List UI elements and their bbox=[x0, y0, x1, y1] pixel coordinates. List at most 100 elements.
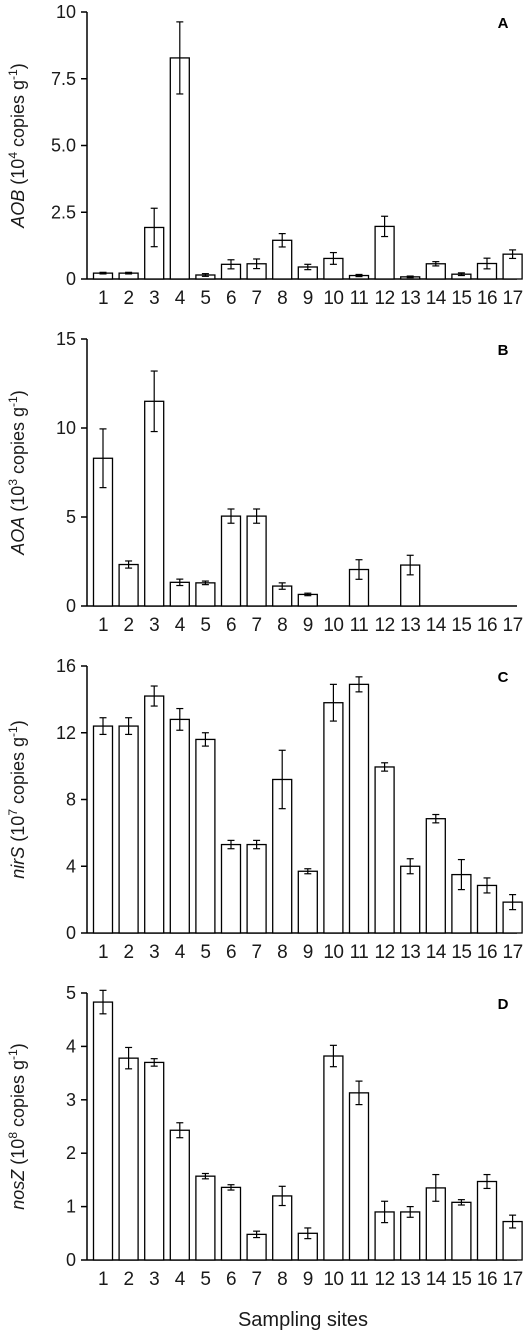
x-tick-label: 12 bbox=[375, 288, 395, 309]
y-axis-label-part: ) bbox=[8, 1043, 28, 1049]
error-bar bbox=[432, 261, 440, 267]
error-bar bbox=[201, 273, 209, 277]
error-bar bbox=[355, 559, 363, 580]
error-bar bbox=[125, 1046, 133, 1070]
bar bbox=[400, 865, 421, 934]
x-tick-label: 8 bbox=[277, 942, 287, 963]
bar bbox=[246, 843, 267, 934]
error-bar bbox=[99, 717, 107, 736]
error-bar bbox=[304, 1227, 312, 1240]
bar bbox=[476, 1180, 498, 1261]
error-bar bbox=[201, 732, 209, 747]
y-axis-label-part: 8 bbox=[6, 1132, 20, 1139]
y-tick-label: 4 bbox=[66, 856, 76, 876]
x-tick-label: 15 bbox=[451, 288, 471, 309]
y-axis-label-part: -1 bbox=[6, 396, 20, 407]
bar bbox=[451, 1201, 472, 1261]
x-tick-label: 11 bbox=[350, 288, 369, 309]
x-tick-label: 1 bbox=[98, 288, 108, 309]
y-axis-label-part: (10 bbox=[8, 159, 28, 190]
bar bbox=[297, 870, 318, 934]
x-tick-label: 3 bbox=[149, 615, 159, 636]
x-tick-label: 14 bbox=[426, 1269, 447, 1290]
x-tick-label: 3 bbox=[149, 942, 159, 963]
error-bar bbox=[329, 1044, 337, 1068]
x-tick-label: 2 bbox=[124, 1269, 134, 1290]
x-tick-label: 17 bbox=[503, 1269, 523, 1290]
x-tick-label: 12 bbox=[375, 942, 395, 963]
y-tick-label: 5.0 bbox=[51, 136, 76, 156]
error-bar bbox=[483, 877, 491, 894]
x-tick-label: 1 bbox=[98, 1269, 108, 1290]
x-tick-label: 10 bbox=[323, 942, 343, 963]
y-axis-label-part: (10 bbox=[8, 1139, 28, 1170]
error-bar bbox=[227, 508, 235, 524]
error-bar bbox=[201, 1172, 209, 1180]
bar bbox=[220, 843, 242, 934]
bar bbox=[400, 1211, 421, 1261]
error-bar bbox=[304, 868, 312, 875]
x-tick-label: 8 bbox=[277, 615, 287, 636]
bar bbox=[169, 718, 190, 934]
bar bbox=[323, 1055, 344, 1261]
error-bar bbox=[406, 858, 414, 875]
panel-label: D bbox=[498, 996, 509, 1013]
panel-label: C bbox=[498, 669, 509, 686]
y-tick-label: 0 bbox=[66, 596, 76, 616]
x-tick-label: 2 bbox=[124, 942, 134, 963]
error-bar bbox=[253, 508, 261, 524]
y-axis-label-part: AOB bbox=[8, 190, 28, 229]
x-tick-label: 2 bbox=[124, 288, 134, 309]
x-tick-label: 6 bbox=[226, 288, 236, 309]
y-axis-label-part: ) bbox=[8, 63, 28, 69]
y-tick-label: 0 bbox=[66, 269, 76, 289]
error-bar bbox=[125, 271, 133, 275]
error-bar bbox=[150, 1058, 158, 1067]
x-tick-label: 13 bbox=[400, 1269, 420, 1290]
error-bar bbox=[150, 370, 158, 433]
x-tick-label: 15 bbox=[451, 942, 471, 963]
error-bar bbox=[406, 554, 414, 576]
y-tick-label: 0 bbox=[66, 923, 76, 943]
error-bar bbox=[176, 21, 184, 95]
bar bbox=[323, 702, 344, 934]
error-bar bbox=[125, 717, 133, 736]
error-bar bbox=[483, 257, 491, 270]
bar bbox=[220, 515, 242, 607]
x-tick-label: 10 bbox=[323, 288, 343, 309]
y-tick-label: 3 bbox=[66, 1090, 76, 1110]
x-tick-label: 11 bbox=[350, 942, 369, 963]
y-axis-label-part: 4 bbox=[6, 152, 20, 159]
bar bbox=[92, 725, 114, 934]
bar bbox=[144, 695, 165, 934]
x-tick-label: 11 bbox=[350, 615, 369, 636]
y-tick-label: 15 bbox=[56, 329, 76, 349]
x-tick-label: 16 bbox=[477, 942, 497, 963]
y-axis-label: nirS (107 copies g-1) bbox=[6, 720, 28, 878]
x-tick-label: 3 bbox=[149, 288, 159, 309]
x-tick-label: 11 bbox=[350, 1269, 369, 1290]
error-bar bbox=[253, 1230, 261, 1239]
bar bbox=[195, 582, 216, 607]
x-tick-label: 3 bbox=[149, 1269, 159, 1290]
y-axis-label-part: -1 bbox=[6, 726, 20, 737]
y-tick-label: 0 bbox=[66, 1250, 76, 1270]
x-tick-label: 13 bbox=[400, 942, 420, 963]
error-bar bbox=[201, 580, 209, 586]
y-axis-label-part: nirS bbox=[8, 847, 28, 879]
error-bar bbox=[406, 275, 414, 279]
bar bbox=[118, 1057, 139, 1261]
y-axis-label-part: nosZ bbox=[8, 1169, 28, 1210]
y-tick-label: 16 bbox=[56, 656, 76, 676]
panel-label: A bbox=[498, 15, 509, 32]
y-axis-label-part: copies g bbox=[8, 1060, 28, 1132]
x-tick-label: 13 bbox=[400, 615, 420, 636]
error-bar bbox=[509, 1214, 517, 1229]
y-axis-label-part: copies g bbox=[8, 407, 28, 479]
error-bar bbox=[227, 839, 235, 850]
x-tick-label: 6 bbox=[226, 1269, 236, 1290]
error-bar bbox=[176, 1122, 184, 1139]
error-bar bbox=[304, 592, 312, 597]
y-axis-label: nosZ (108 copies g-1) bbox=[6, 1043, 28, 1209]
